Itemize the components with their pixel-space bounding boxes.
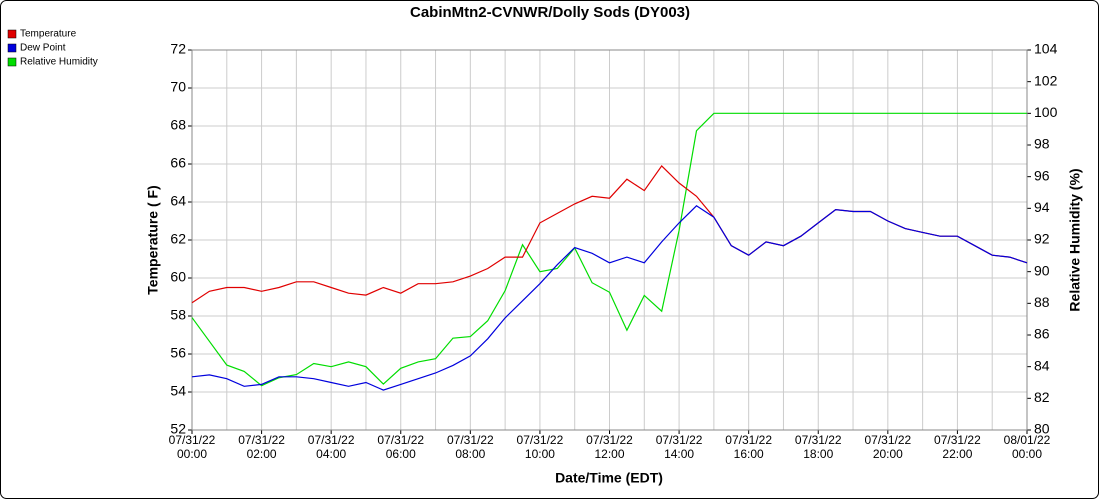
x-tick-label: 07/31/22 12:00: [586, 433, 633, 461]
legend-swatch: [7, 43, 17, 53]
x-tick-label: 08/01/22 00:00: [1003, 433, 1051, 461]
x-tick-label: 07/31/22 16:00: [725, 433, 773, 461]
legend-label: Relative Humidity: [20, 57, 98, 68]
x-tick-label: 07/31/22 06:00: [377, 433, 425, 461]
x-tick-label: 07/31/22 02:00: [238, 433, 285, 461]
x-tick-label: 07/31/22 08:00: [446, 433, 494, 461]
y-axis-label: Temperature ( F): [145, 185, 161, 294]
y-tick-label: 52: [170, 421, 186, 437]
y2-tick-label: 82: [1034, 389, 1050, 405]
x-tick-label: 07/31/22 10:00: [516, 433, 564, 461]
legend-label: Dew Point: [20, 43, 66, 54]
x-tick-label: 07/31/22 18:00: [794, 433, 842, 461]
y-tick-label: 68: [170, 117, 186, 133]
y2-tick-label: 90: [1034, 262, 1050, 278]
y-tick-label: 54: [170, 383, 186, 399]
legend-swatch: [7, 57, 17, 67]
y-tick-label: 66: [170, 155, 186, 171]
x-tick-label: 07/31/22 04:00: [307, 433, 355, 461]
y-tick-label: 64: [170, 193, 186, 209]
y-tick-label: 60: [170, 269, 186, 285]
series-line: [191, 205, 1028, 391]
series-line: [191, 112, 1027, 387]
y2-tick-label: 96: [1034, 167, 1050, 183]
y-tick-label: 56: [170, 345, 186, 361]
y-tick-label: 72: [170, 41, 186, 57]
plot-border: [191, 49, 1028, 431]
x-tick-label: 07/31/22 22:00: [934, 433, 981, 461]
legend-label: Temperature: [20, 29, 77, 40]
y2-tick-label: 80: [1034, 421, 1050, 437]
y2-tick-label: 84: [1034, 357, 1050, 373]
y-tick-label: 62: [170, 231, 186, 247]
x-axis-label: Date/Time (EDT): [555, 470, 663, 486]
y2-tick-label: 86: [1034, 326, 1050, 342]
y2-tick-label: 100: [1034, 104, 1058, 120]
y2-axis-label: Relative Humidity (%): [1067, 168, 1083, 311]
y2-tick-label: 94: [1034, 199, 1050, 215]
x-tick-label: 07/31/22 20:00: [864, 433, 912, 461]
y-tick-label: 70: [170, 79, 186, 95]
y2-tick-label: 88: [1034, 294, 1050, 310]
y2-tick-label: 98: [1034, 136, 1050, 152]
y2-tick-label: 92: [1034, 231, 1050, 247]
legend-swatch: [7, 29, 17, 39]
y2-tick-label: 102: [1034, 72, 1058, 88]
x-tick-label: 07/31/22 14:00: [655, 433, 703, 461]
chart-title: CabinMtn2-CVNWR/Dolly Sods (DY003): [410, 4, 690, 21]
y2-tick-label: 104: [1034, 41, 1058, 57]
y-tick-label: 58: [170, 307, 186, 323]
x-tick-label: 07/31/22 00:00: [168, 433, 216, 461]
